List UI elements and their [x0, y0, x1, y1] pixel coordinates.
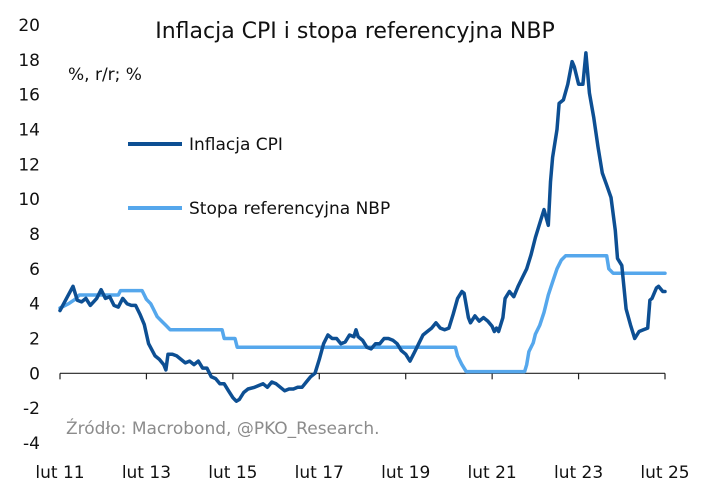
x-tick-label: lut 15	[208, 463, 257, 483]
x-tick-label: lut 25	[640, 463, 689, 483]
series-line-stopa-referencyjna	[58, 254, 667, 374]
y-tick-label: 10	[18, 190, 40, 210]
series-line-inflacja-cpi	[58, 51, 667, 403]
x-axis: lut 11 lut 13 lut 15 lut 17 lut 19 lut 21 lut …	[35, 373, 690, 483]
x-tick-label: lut 19	[381, 463, 430, 483]
y-tick-label: 20	[18, 16, 40, 36]
y-tick-label: 14	[18, 121, 40, 141]
x-tick-label: lut 23	[554, 463, 603, 483]
source-note: Źródło: Macrobond, @PKO_Research.	[66, 417, 380, 439]
y-tick-label: 6	[29, 260, 40, 280]
y-tick-label: 2	[29, 330, 40, 350]
legend: Inflacja CPI Stopa referencyjna NBP	[128, 135, 390, 219]
chart-title: Inflacja CPI i stopa referencyjna NBP	[155, 19, 555, 44]
x-tick-label: lut 17	[295, 463, 344, 483]
y-axis-unit-label: %, r/r; %	[68, 65, 142, 85]
y-tick-label: 12	[18, 155, 40, 175]
legend-label-stopa-referencyjna: Stopa referencyjna NBP	[189, 199, 390, 219]
y-tick-label: 16	[18, 86, 40, 106]
y-tick-label: -4	[23, 434, 40, 454]
x-tick-label: lut 13	[122, 463, 171, 483]
y-axis: -4 -2 0 2 4 6 8 10 12 14 16 18 20	[18, 16, 40, 454]
y-tick-label: 8	[29, 225, 40, 245]
y-tick-label: -2	[23, 399, 40, 419]
x-tick-label: lut 11	[35, 463, 84, 483]
y-tick-label: 4	[29, 295, 40, 315]
x-tick-label: lut 21	[468, 463, 517, 483]
y-tick-label: 0	[29, 364, 40, 384]
legend-label-inflacja-cpi: Inflacja CPI	[189, 135, 283, 155]
series-layer	[58, 51, 667, 403]
y-tick-label: 18	[18, 51, 40, 71]
